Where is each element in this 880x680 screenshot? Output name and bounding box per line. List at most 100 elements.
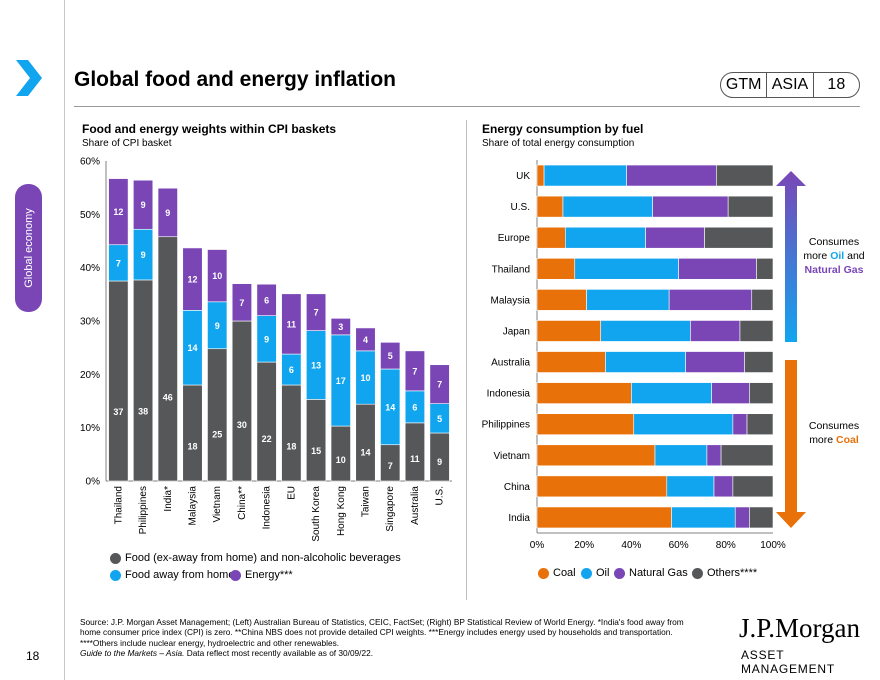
data-label: 7 bbox=[314, 308, 319, 318]
legend-oil-label: Oil bbox=[596, 567, 610, 579]
x-tick-label: Malaysia bbox=[188, 486, 199, 526]
y-tick-label: China bbox=[504, 482, 531, 493]
y-tick-label: Thailand bbox=[492, 264, 530, 275]
bar-segment bbox=[734, 506, 750, 529]
data-label: 6 bbox=[264, 295, 269, 305]
right-chart-subtitle: Share of total energy consumption bbox=[482, 138, 635, 149]
bar-segment bbox=[536, 413, 635, 436]
x-tick-label: Vietnam bbox=[212, 486, 223, 523]
data-label: 3 bbox=[338, 322, 343, 332]
x-tick-label: Indonesia bbox=[262, 486, 273, 530]
jpmorgan-logo: J.P.Morgan bbox=[739, 613, 861, 643]
legend-food-away-label: Food away from home bbox=[125, 569, 235, 581]
bar-segment bbox=[536, 351, 606, 373]
y-tick-label: Japan bbox=[503, 326, 530, 337]
y-tick-label: 0% bbox=[86, 477, 101, 488]
data-label: 14 bbox=[360, 448, 370, 458]
legend-oil-swatch bbox=[581, 567, 592, 579]
data-label: 18 bbox=[187, 441, 197, 451]
down-arrow-icon bbox=[776, 360, 806, 528]
chevron-right-icon bbox=[16, 60, 42, 96]
data-label: 7 bbox=[437, 380, 442, 390]
asset-management-logo: ASSET MANAGEMENT bbox=[741, 648, 836, 676]
legend-energy: Energy*** bbox=[230, 569, 293, 581]
x-tick-label: 60% bbox=[669, 540, 689, 551]
bar-segment bbox=[231, 283, 252, 322]
legend-food: Food (ex-away from home) and non-alcohol… bbox=[110, 552, 401, 564]
data-label: 13 bbox=[311, 361, 321, 371]
data-label: 6 bbox=[412, 402, 417, 412]
bar-segment bbox=[429, 364, 450, 404]
bar-segment bbox=[182, 247, 203, 311]
y-tick-label: 60% bbox=[80, 157, 100, 168]
bar-segment bbox=[586, 289, 670, 311]
bar-segment bbox=[330, 318, 351, 336]
bar-segment bbox=[536, 475, 668, 498]
data-label: 22 bbox=[262, 434, 272, 444]
data-label: 15 bbox=[311, 446, 321, 456]
bar-segment bbox=[536, 444, 656, 467]
bar-segment bbox=[685, 351, 745, 373]
y-tick-label: 10% bbox=[80, 423, 100, 434]
bar-segment bbox=[543, 164, 627, 187]
bar-segment bbox=[749, 382, 774, 404]
legend-coal-swatch bbox=[538, 567, 549, 579]
bar-segment bbox=[565, 226, 646, 249]
bar-segment bbox=[749, 506, 774, 529]
bar-segment bbox=[633, 413, 734, 436]
source-text: Source: J.P. Morgan Asset Management; (L… bbox=[80, 617, 684, 648]
x-tick-label: Thailand bbox=[113, 486, 124, 524]
bar-segment bbox=[732, 475, 774, 498]
y-tick-label: Indonesia bbox=[487, 389, 531, 400]
section-tab[interactable]: Global economy bbox=[15, 184, 42, 312]
x-tick-label: South Korea bbox=[311, 486, 322, 542]
bar-segment bbox=[751, 289, 774, 311]
right-chart-title: Energy consumption by fuel bbox=[482, 122, 644, 136]
bar-segment bbox=[536, 226, 566, 249]
note-oil-gas-line1: Consumes bbox=[808, 236, 860, 248]
bar-segment bbox=[727, 195, 774, 218]
bar-segment bbox=[631, 382, 712, 404]
bar-segment bbox=[157, 187, 178, 238]
badge-page-number: 18 bbox=[827, 76, 846, 93]
legend-energy-swatch bbox=[230, 569, 241, 581]
legend-oil: Oil bbox=[581, 567, 609, 579]
legend-food-away: Food away from home bbox=[110, 569, 234, 581]
data-label: 14 bbox=[187, 343, 197, 353]
data-label: 9 bbox=[437, 457, 442, 467]
x-tick-label: 0% bbox=[530, 540, 545, 551]
legend-gas: Natural Gas bbox=[614, 567, 688, 579]
legend-gas-swatch bbox=[614, 567, 625, 579]
x-tick-label: Australia bbox=[410, 486, 421, 525]
legend-gas-label: Natural Gas bbox=[629, 567, 688, 579]
bar-segment bbox=[600, 320, 691, 342]
bar-segment bbox=[536, 164, 545, 187]
data-label: 38 bbox=[138, 407, 148, 417]
bar-segment bbox=[739, 320, 774, 342]
x-tick-label: 100% bbox=[760, 540, 786, 551]
page-number: 18 bbox=[26, 649, 40, 663]
data-label: 25 bbox=[212, 429, 222, 439]
up-arrow-icon bbox=[776, 171, 806, 342]
data-label: 10 bbox=[212, 271, 222, 281]
bar-segment bbox=[536, 289, 587, 311]
y-tick-label: Malaysia bbox=[491, 295, 531, 306]
x-tick-label: 80% bbox=[716, 540, 736, 551]
bar-segment bbox=[720, 444, 774, 467]
note-oil-gas-line3: Natural Gas bbox=[804, 264, 864, 276]
bar-segment bbox=[574, 257, 679, 280]
bar-segment bbox=[281, 293, 302, 355]
legend-others-label: Others**** bbox=[707, 567, 758, 579]
source-footnote: Source: J.P. Morgan Asset Management; (L… bbox=[80, 617, 700, 658]
bar-segment bbox=[744, 351, 774, 373]
bar-segment bbox=[746, 413, 774, 436]
chart-divider bbox=[466, 120, 467, 600]
data-label: 46 bbox=[163, 392, 173, 402]
bar-segment bbox=[404, 350, 425, 392]
guide-title: Guide to the Markets – Asia. bbox=[80, 647, 185, 658]
page-title: Global food and energy inflation bbox=[74, 68, 397, 91]
data-label: 5 bbox=[437, 414, 442, 424]
y-tick-label: 20% bbox=[80, 370, 100, 381]
gtm-label: GTM bbox=[725, 76, 762, 93]
